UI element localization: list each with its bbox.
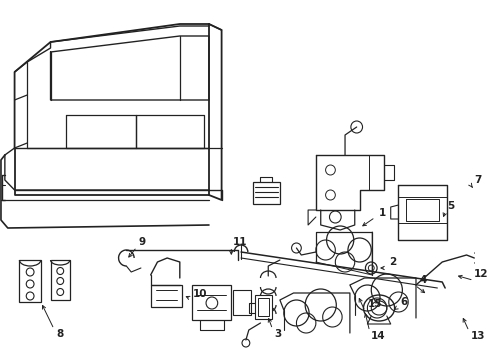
Text: 7: 7 (473, 175, 481, 185)
Text: 4: 4 (419, 275, 427, 285)
Bar (233, 290, 250, 315)
Text: 13: 13 (469, 331, 484, 341)
Text: 5: 5 (446, 201, 453, 211)
Bar (254, 295, 272, 319)
Text: 15: 15 (366, 299, 381, 309)
Text: 2: 2 (388, 257, 395, 267)
Text: 9: 9 (139, 237, 146, 247)
Text: 6: 6 (400, 297, 407, 307)
Text: 12: 12 (473, 269, 488, 279)
Text: 11: 11 (233, 237, 247, 247)
Text: 14: 14 (370, 331, 385, 341)
Bar (257, 298, 269, 316)
Bar (192, 285, 231, 320)
Bar (252, 182, 279, 204)
Text: 10: 10 (192, 289, 206, 299)
Bar (50, 260, 70, 300)
Text: 3: 3 (274, 329, 281, 339)
Bar (150, 285, 182, 307)
Bar (20, 260, 41, 302)
Text: 8: 8 (56, 329, 63, 339)
Text: 1: 1 (378, 208, 386, 218)
